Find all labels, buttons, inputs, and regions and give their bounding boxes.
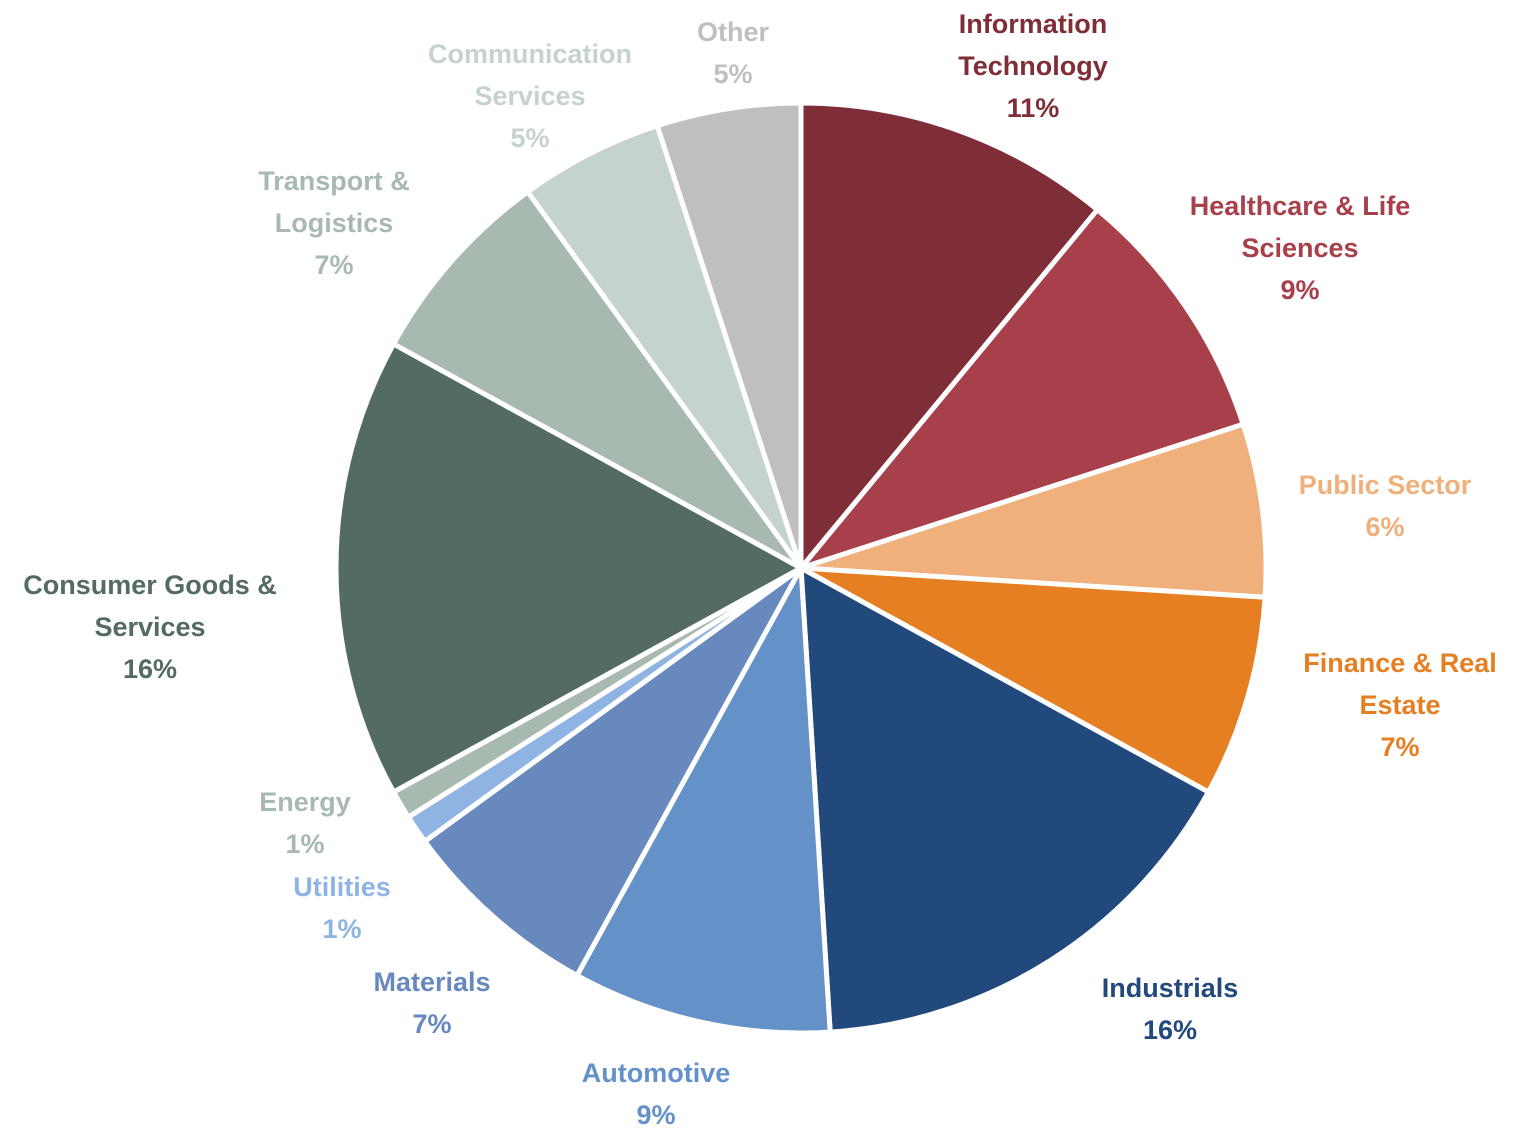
pie-slice — [798, 421, 1269, 600]
slice-label: Healthcare & Life Sciences 9% — [1155, 185, 1445, 311]
value-label: 7% — [1380, 732, 1420, 762]
slice-label: Finance & Real Estate 7% — [1285, 642, 1515, 768]
category-label: Materials — [373, 967, 491, 997]
value-label: 9% — [636, 1100, 676, 1130]
pie-slice — [654, 100, 804, 571]
slice-label: Consumer Goods & Services 16% — [0, 564, 300, 690]
category-label: Communication Services — [427, 39, 632, 111]
slice-label: Industrials 16% — [1070, 967, 1270, 1051]
pie-slice — [574, 565, 833, 1036]
value-label: 1% — [285, 829, 325, 859]
pie-slice — [798, 100, 1100, 571]
value-label: 1% — [322, 914, 362, 944]
slice-label: Public Sector 6% — [1270, 464, 1500, 548]
slice-label: Transport & Logistics 7% — [234, 160, 434, 286]
slice-label: Energy 1% — [225, 781, 385, 865]
category-label: Information Technology — [958, 9, 1108, 81]
category-label: Utilities — [293, 872, 391, 902]
value-label: 5% — [510, 123, 550, 153]
pie-slice — [333, 341, 804, 795]
pie-slice — [525, 123, 804, 571]
slice-label: Communication Services 5% — [410, 33, 650, 159]
slice-label: Materials 7% — [332, 961, 532, 1045]
category-label: Public Sector — [1298, 470, 1472, 500]
category-label: Energy — [259, 787, 351, 817]
category-label: Finance & Real Estate — [1303, 648, 1497, 720]
pie-slice — [391, 189, 804, 571]
category-label: Consumer Goods & Services — [23, 570, 277, 642]
category-label: Transport & Logistics — [258, 166, 410, 238]
value-label: 7% — [412, 1009, 452, 1039]
category-label: Industrials — [1101, 973, 1239, 1003]
value-label: 6% — [1365, 512, 1405, 542]
value-label: 16% — [1142, 1015, 1198, 1045]
slice-label: Utilities 1% — [242, 866, 442, 950]
value-label: 5% — [713, 59, 753, 89]
category-label: Other — [696, 17, 769, 47]
value-label: 7% — [314, 250, 354, 280]
slice-label: Information Technology 11% — [933, 3, 1133, 129]
slice-label: Automotive 9% — [546, 1052, 766, 1136]
pie-slice — [798, 207, 1246, 571]
pie-slice — [798, 565, 1268, 795]
category-label: Healthcare & Life Sciences — [1189, 191, 1411, 263]
category-label: Automotive — [581, 1058, 731, 1088]
pie-slice — [798, 565, 1211, 1035]
slice-label: Other 5% — [673, 11, 793, 95]
value-label: 11% — [1006, 93, 1060, 123]
value-label: 9% — [1280, 275, 1320, 305]
pie-slice — [422, 565, 804, 978]
value-label: 16% — [122, 654, 178, 684]
